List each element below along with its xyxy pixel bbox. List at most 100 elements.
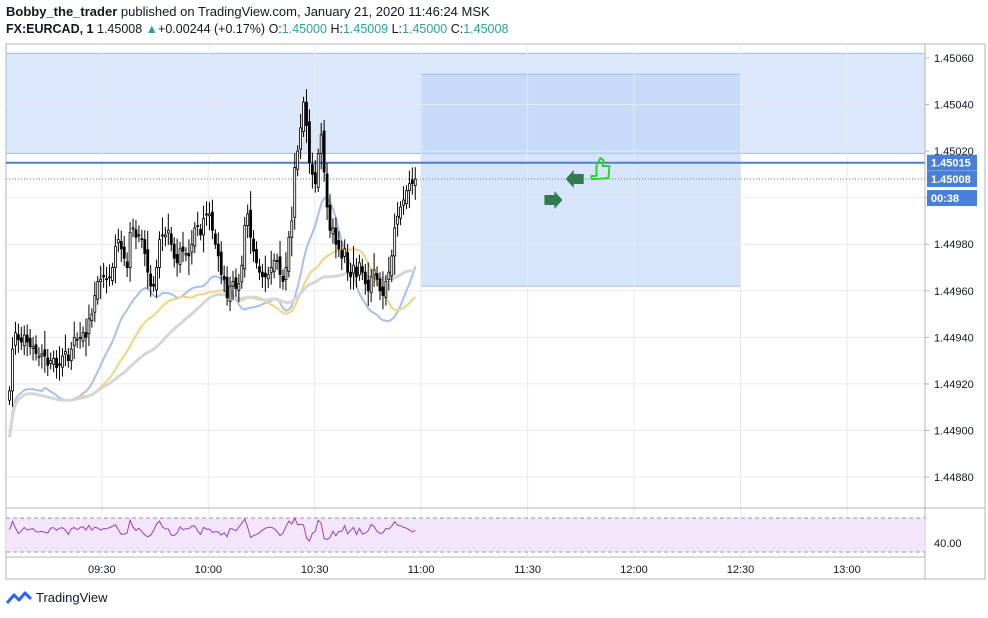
time-tick-label: 10:00 — [194, 564, 222, 576]
candles-layer — [8, 89, 417, 407]
candle-body — [363, 271, 367, 285]
zones-layer — [5, 52, 926, 287]
high-value: 1.45009 — [342, 22, 389, 36]
candle-body — [381, 286, 385, 296]
candle-body — [325, 173, 329, 208]
candle-body — [14, 332, 17, 346]
candle-body — [387, 271, 391, 281]
candle-body — [158, 239, 161, 268]
close-value: 1.45008 — [463, 22, 509, 36]
close-label: C: — [450, 22, 464, 36]
brand-name[interactable]: TradingView — [36, 590, 108, 605]
green-arrow-right-icon[interactable] — [544, 190, 563, 209]
candle-body — [290, 220, 294, 238]
candle-body — [402, 199, 405, 206]
publish-info: published on TradingView.com, January 21… — [120, 4, 490, 19]
candle-body — [64, 350, 67, 355]
candle-body — [316, 153, 320, 188]
candle-body — [87, 318, 91, 335]
annotations-layer — [544, 157, 611, 209]
candle-body — [199, 228, 203, 236]
candle-body — [166, 229, 170, 234]
candle-body — [240, 264, 244, 283]
time-tick-label: 13:00 — [833, 564, 861, 576]
candle-body — [260, 271, 264, 278]
candle-body — [246, 213, 250, 227]
candle-body — [143, 239, 147, 254]
candle-body — [137, 234, 141, 237]
price-tick-label: 1.45040 — [934, 100, 974, 112]
candle-body — [366, 279, 370, 292]
candle-body — [305, 101, 308, 126]
candle-body — [372, 269, 376, 276]
candle-body — [43, 349, 47, 357]
symbol-label[interactable]: FX:EURCAD, 1 — [6, 22, 94, 36]
candle-body — [72, 336, 76, 346]
up-arrow-icon: ▲ — [145, 22, 159, 36]
candle-body — [340, 250, 344, 259]
candle-body — [202, 218, 205, 236]
candle-body — [237, 283, 241, 291]
last-price-text: 1.45008 — [97, 22, 143, 36]
time-tick-label: 11:00 — [408, 564, 435, 576]
candle-body — [355, 266, 358, 278]
candle-body — [105, 278, 108, 281]
candle-body — [349, 271, 352, 278]
candle-body — [125, 261, 129, 268]
high-label: H: — [330, 22, 343, 36]
open-value: 1.45000 — [281, 22, 327, 36]
candle-body — [243, 225, 247, 270]
candle-body — [78, 336, 82, 339]
candle-body — [116, 239, 120, 244]
time-tick-label: 09:30 — [88, 564, 116, 576]
candle-body — [181, 246, 185, 252]
candle-body — [184, 253, 188, 256]
price-label-text: 1.45015 — [931, 158, 971, 170]
candle-body — [287, 236, 291, 272]
candle-body — [258, 266, 261, 273]
candle-body — [413, 178, 417, 186]
candle-body — [131, 227, 135, 230]
candle-body — [46, 357, 50, 366]
candle-body — [255, 248, 258, 264]
candle-body — [84, 332, 88, 338]
symbol-legend: FX:EURCAD, 1 1.45008 ▲+0.00244 (+0.17%) … — [6, 22, 508, 36]
candle-body — [266, 274, 270, 280]
candle-body — [319, 134, 323, 154]
candle-body — [193, 227, 197, 247]
candle-body — [99, 278, 103, 282]
candle-body — [69, 348, 73, 362]
tradingview-logo-icon[interactable] — [6, 591, 32, 605]
candle-body — [269, 267, 273, 274]
candle-body — [352, 264, 355, 274]
time-tick-label: 10:30 — [301, 564, 329, 576]
candle-body — [96, 281, 100, 300]
candle-body — [281, 275, 285, 282]
candle-body — [8, 390, 11, 401]
candle-body — [384, 281, 388, 298]
candle-body — [249, 209, 253, 238]
candle-body — [11, 348, 14, 392]
candle-body — [360, 266, 364, 273]
candle-body — [128, 232, 132, 268]
price-label-bg — [927, 190, 977, 207]
candle-body — [81, 332, 85, 342]
price-tick-label: 1.44980 — [934, 239, 974, 251]
candle-body — [146, 249, 150, 273]
green-arrow-left-icon[interactable] — [565, 170, 584, 189]
price-axis: 1.450601.450401.450201.450001.449801.449… — [924, 44, 977, 579]
thumbs-up-icon[interactable] — [590, 157, 611, 181]
author-name[interactable]: Bobby_the_trader — [6, 4, 118, 19]
candle-body — [122, 246, 126, 259]
time-tick-label: 12:30 — [727, 564, 755, 576]
candle-body — [187, 253, 191, 257]
candle-body — [61, 355, 64, 368]
candle-body — [52, 357, 56, 365]
candle-body — [393, 227, 397, 257]
candle-body — [222, 275, 226, 280]
candle-body — [55, 357, 58, 369]
candle-body — [337, 240, 341, 250]
candle-body — [66, 354, 70, 362]
time-tick-label: 11:30 — [514, 564, 541, 576]
